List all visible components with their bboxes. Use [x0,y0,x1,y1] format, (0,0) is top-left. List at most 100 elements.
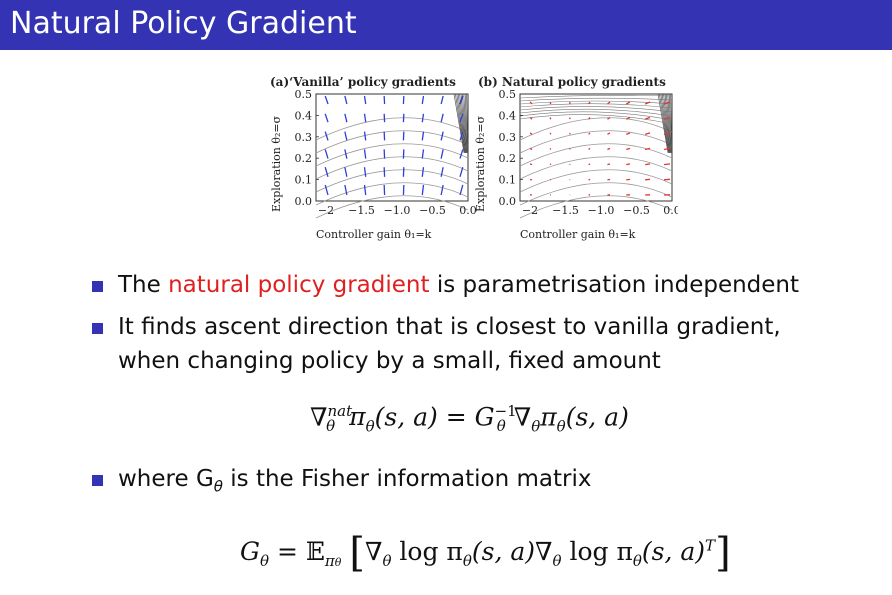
gradient-arrow [421,95,425,105]
contour-line [315,130,469,154]
panel-b-frame [519,93,673,202]
gradient-arrow [529,147,533,151]
gradient-arrow [324,149,329,159]
gradient-arrow [440,95,444,105]
bullet-1-post: is parametrisation independent [429,272,800,298]
gradient-arrow [459,95,464,105]
contour-line [453,93,465,153]
figure-policy-gradients: (a)‘Vanilla’ policy gradients Exploratio… [268,72,678,247]
gradient-arrow [459,184,464,196]
gradient-arrow [663,132,671,135]
bullet-2-line1: It finds ascent direction that is closes… [118,314,781,340]
bullet-marker [92,475,103,486]
panel-a-title: (a)‘Vanilla’ policy gradients [270,75,456,89]
panel-a [315,93,469,219]
panel-a-xlabel: Controller gain θ₁=k [316,228,432,241]
gradient-arrow [549,163,552,166]
contour-line [462,93,467,153]
contour-line [661,93,670,153]
contour-line [519,117,673,141]
panel-b-yticks: 0.5 0.4 0.3 0.2 0.1 0.0 [499,88,523,208]
bullet-marker [92,281,103,292]
bullet-1-text: The natural policy gradient is parametri… [118,268,799,302]
figure-svg: (a)‘Vanilla’ policy gradients Exploratio… [270,75,678,241]
gradient-arrow [529,178,533,181]
xtick-label: −1.0 [588,204,615,217]
gradient-arrow [644,116,651,120]
bullet-1-pre: The [118,272,169,298]
contour-line [456,93,466,153]
gradient-arrow [363,184,367,196]
ytick-label: 0.1 [499,174,517,187]
gradient-arrow [549,132,552,135]
gradient-arrow [549,178,552,181]
contour-line [519,169,673,193]
contour-line [519,130,673,154]
gradient-arrow [440,131,444,141]
contour-line [519,114,673,125]
contour-line [660,93,670,153]
xtick-label: −2 [522,204,538,217]
gradient-arrow [607,178,611,181]
gradient-arrow [645,178,651,181]
panel-b [519,93,673,219]
contour-line [315,195,469,219]
eq1-G-sup: −1 [494,402,517,420]
gradient-arrow [626,163,631,166]
gradient-arrow [588,163,591,166]
eq2-E: = 𝔼 [269,537,325,566]
gradient-arrow [588,117,591,120]
eq1-rhs-nabla: ∇ [513,402,532,432]
ytick-label: 0.4 [499,109,517,122]
gradient-arrow [344,167,348,177]
gradient-arrow [440,167,444,177]
gradient-arrow [625,101,631,105]
ytick-label: 0.3 [499,131,517,144]
eq2-left-bracket: [ [349,530,365,576]
contour-line [315,156,469,180]
panel-a-ylabel: Exploration θ₂=σ [270,115,283,212]
gradient-arrow [549,101,552,105]
gradient-arrow [363,131,367,141]
eq2-transpose: T [705,536,716,555]
gradient-arrow [607,116,611,120]
eq1-rhs-sub: θ [531,417,541,436]
gradient-arrow [459,149,464,159]
gradient-arrow [645,163,651,166]
ytick-label: 0.5 [499,88,517,101]
xtick-label: 0.0 [663,204,678,217]
eq2-G: G [240,537,260,566]
eq1-sub: θ [326,417,336,436]
gradient-arrow [588,147,591,151]
ytick-label: 0.2 [295,152,313,165]
contour-line [455,93,465,153]
gradient-arrow [529,101,533,105]
panel-b-xlabel: Controller gain θ₁=k [520,228,636,241]
xtick-label: −1.5 [552,204,579,217]
gradient-arrow [626,147,631,151]
gradient-arrow [663,101,671,105]
xtick-label: −0.5 [623,204,650,217]
eq2-log-pi-2: log π [561,537,633,566]
contour-line [519,95,673,99]
bullet-3-post: is the Fisher information matrix [222,466,592,492]
gradient-arrow [663,116,671,120]
eq1-nabla: ∇ [310,402,328,432]
eq2-sub-1: θ [382,552,392,570]
gradient-arrow [363,167,367,177]
eq2-log-pi-1: log π [391,537,463,566]
bullet-1-highlight: natural policy gradient [168,272,430,298]
bullet-3-sub: θ [213,477,223,496]
contour-line [519,195,673,219]
ytick-label: 0.0 [499,195,517,208]
gradient-arrow [644,101,651,105]
gradient-arrow [607,101,611,105]
eq1-sup: nat [327,402,353,420]
ytick-label: 0.0 [295,195,313,208]
equation-fisher: Gθ = 𝔼πθ [∇θ log πθ(s, a)∇θ log πθ(s, a)… [240,530,731,576]
gradient-arrow [344,184,348,196]
xtick-label: −0.5 [419,204,446,217]
gradient-arrow [344,95,348,105]
contour-line [519,106,673,113]
contour-line [315,143,469,167]
